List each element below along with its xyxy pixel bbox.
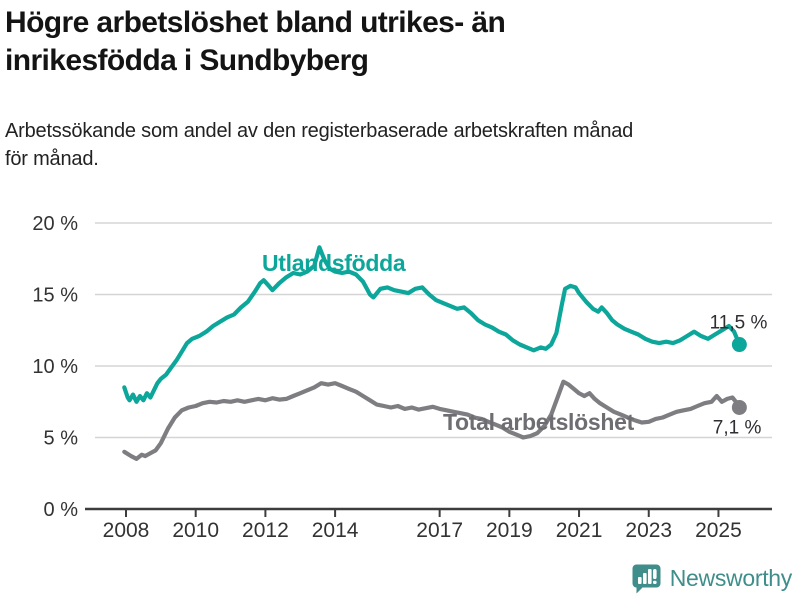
x-tick-label-2012: 2012 [242, 519, 289, 542]
y-tick-label-20: 20 % [32, 213, 78, 235]
newsworthy-logo[interactable]: Newsworthy [631, 563, 792, 594]
bar-1 [637, 577, 642, 584]
x-tick-label-2023: 2023 [625, 519, 672, 542]
brand-name: Newsworthy [669, 565, 793, 591]
x-tick-label-2025: 2025 [695, 519, 742, 542]
page-title: Högre arbetslöshet bland utrikes- än inr… [5, 6, 506, 77]
end-value-label-utlandsfodda: 11,5 % [710, 313, 768, 334]
page-subtitle: Arbetssökande som andel av den registerb… [5, 120, 634, 170]
end-value-label-total-arbetsloshet: 7,1 % [713, 417, 762, 438]
y-tick-label-5: 5 % [44, 428, 79, 450]
x-tick-label-2008: 2008 [103, 519, 150, 542]
bar-2 [642, 573, 647, 584]
series-label-utlandsfodda: Utlandsfödda [262, 250, 406, 276]
y-tick-label-0: 0 % [44, 499, 79, 521]
x-tick-label-2010: 2010 [172, 519, 219, 542]
line-utlandsfodda [122, 245, 742, 404]
x-tick-label-2014: 2014 [312, 519, 359, 542]
y-tick-label-15: 15 % [32, 285, 78, 307]
exclamation-stem [652, 569, 657, 579]
x-tick-label-2021: 2021 [556, 519, 603, 542]
series-label-total-arbetsloshet: Total arbetslöshet [443, 409, 635, 435]
x-tick-label-2019: 2019 [486, 519, 533, 542]
line-total-arbetsloshet [122, 379, 742, 461]
end-dot-utlandsfodda [731, 337, 747, 353]
bar-chart-speech-bubble-icon [632, 564, 661, 594]
x-tick-label-2017: 2017 [416, 519, 463, 542]
end-dot-total-arbetsloshet [731, 399, 747, 415]
exclamation-dot [652, 580, 657, 584]
bar-3 [647, 569, 652, 584]
y-tick-label-10: 10 % [32, 356, 78, 378]
footer: Newsworthy [631, 563, 792, 594]
